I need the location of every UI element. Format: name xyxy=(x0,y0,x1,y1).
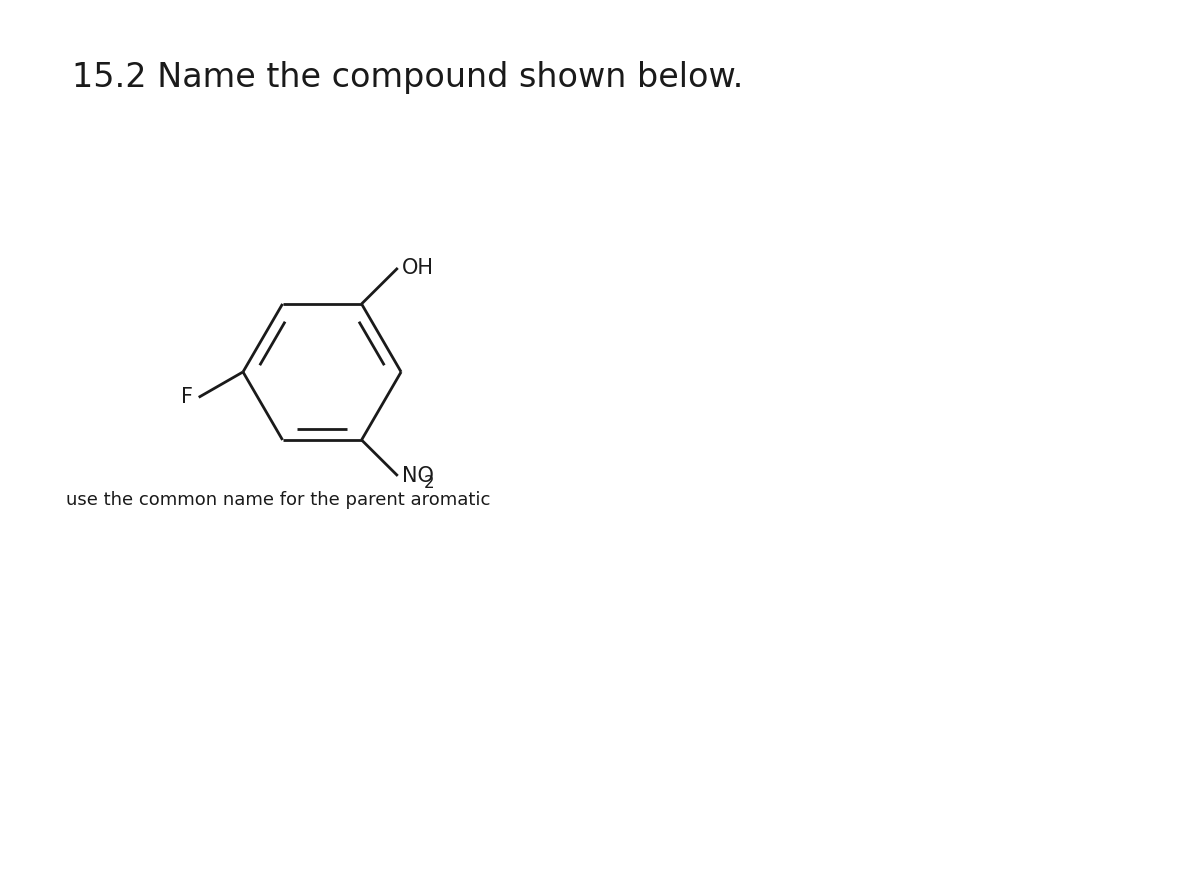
Text: use the common name for the parent aromatic: use the common name for the parent aroma… xyxy=(66,491,491,509)
Text: NO: NO xyxy=(402,466,433,486)
Text: OH: OH xyxy=(402,258,433,278)
Text: F: F xyxy=(180,388,192,408)
Text: 15.2 Name the compound shown below.: 15.2 Name the compound shown below. xyxy=(72,61,743,94)
Text: 2: 2 xyxy=(424,474,434,492)
